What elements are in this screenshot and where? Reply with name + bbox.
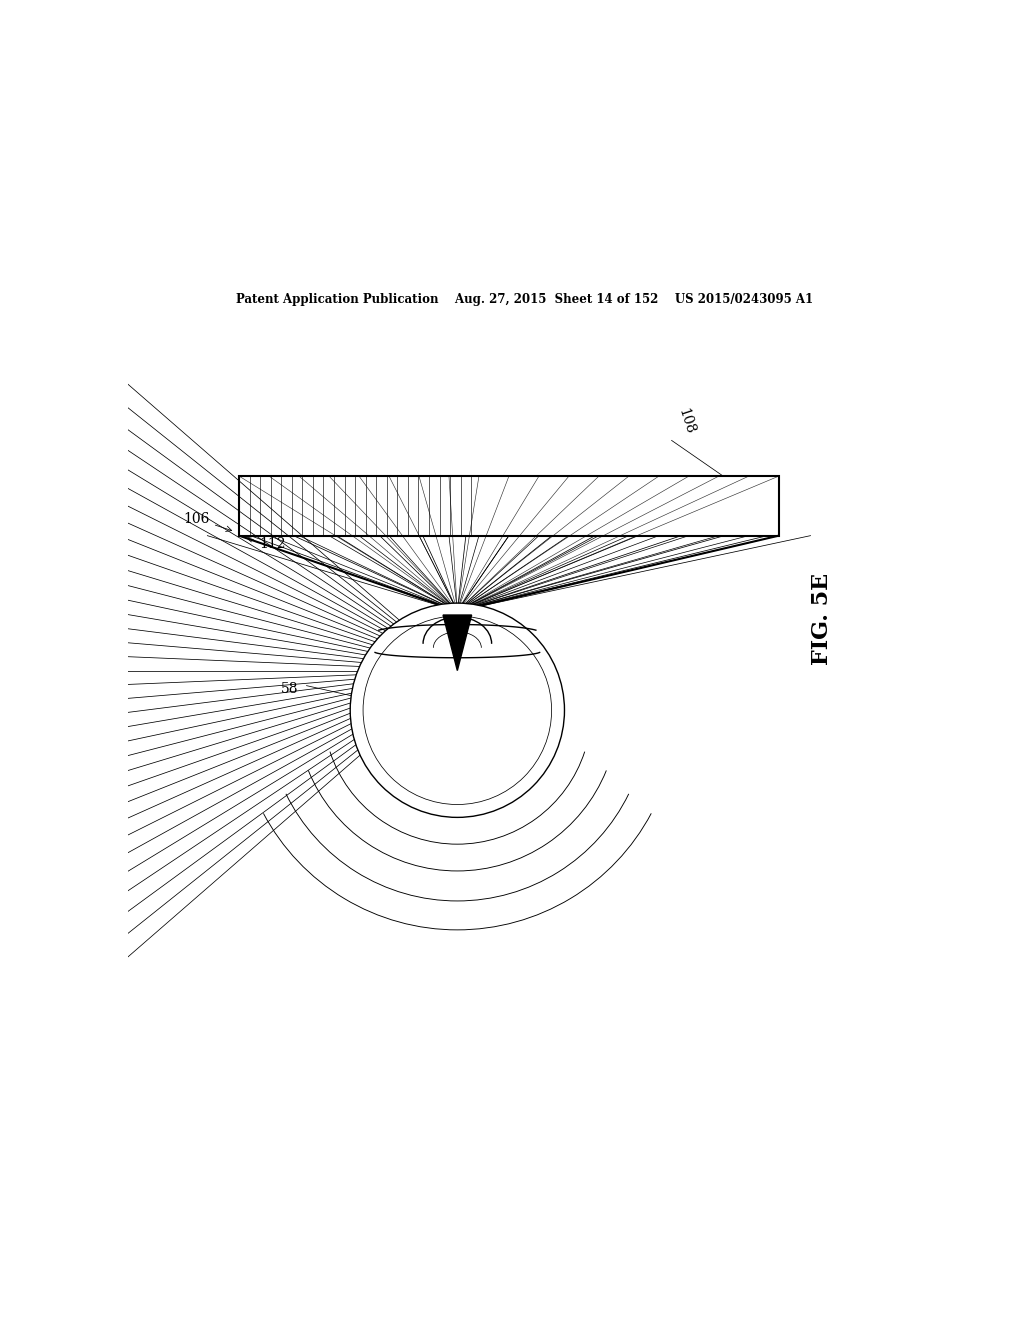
Text: 106: 106: [183, 512, 231, 532]
Circle shape: [350, 603, 564, 817]
Text: 108: 108: [676, 407, 697, 437]
Text: Patent Application Publication    Aug. 27, 2015  Sheet 14 of 152    US 2015/0243: Patent Application Publication Aug. 27, …: [237, 293, 813, 306]
Text: FIG. 5E: FIG. 5E: [811, 573, 834, 665]
Bar: [240, 477, 778, 536]
Polygon shape: [443, 615, 472, 671]
Circle shape: [364, 616, 552, 804]
Text: 58: 58: [282, 682, 299, 696]
Text: 112: 112: [247, 536, 286, 550]
